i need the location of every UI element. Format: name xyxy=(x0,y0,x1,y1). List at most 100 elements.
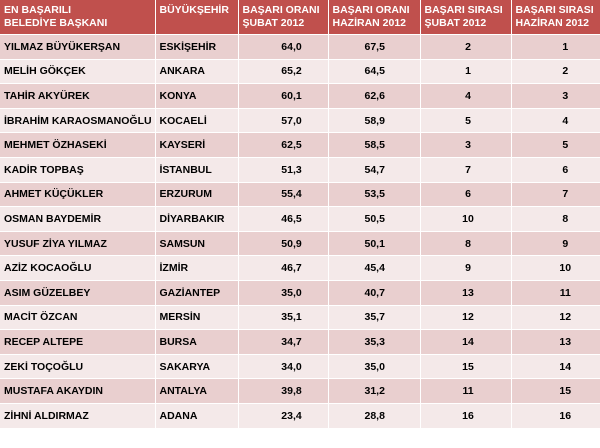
header-rate-jun: BAŞARI ORANI HAZİRAN 2012 xyxy=(328,0,421,35)
rate-feb: 50,9 xyxy=(238,230,329,256)
rank-feb: 6 xyxy=(420,181,512,207)
rate-jun: 58,9 xyxy=(328,107,421,133)
rate-feb: 34,0 xyxy=(238,353,329,379)
header-rank-feb: BAŞARI SIRASI ŞUBAT 2012 xyxy=(420,0,512,35)
table-row: AHMET KÜÇÜKLER ERZURUM 55,4 53,5 6 7 xyxy=(0,181,600,207)
rate-feb: 23,4 xyxy=(238,402,329,428)
table-row: MUSTAFA AKAYDIN ANTALYA 39,8 31,2 11 15 xyxy=(0,378,600,404)
rate-feb: 62,5 xyxy=(238,132,329,158)
rank-feb: 11 xyxy=(420,378,512,404)
header-city-line: BÜYÜKŞEHİR xyxy=(159,4,229,16)
rank-jun: 2 xyxy=(511,58,600,84)
mayor-name: AZİZ KOCAOĞLU xyxy=(0,255,156,281)
header-rank-feb-line: ŞUBAT 2012 xyxy=(424,17,487,29)
header-rank-jun-line: HAZİRAN 2012 xyxy=(515,17,590,29)
rank-jun: 16 xyxy=(511,402,600,428)
city-name: ANKARA xyxy=(155,58,239,84)
mayor-name: OSMAN BAYDEMİR xyxy=(0,206,156,232)
rate-jun: 50,5 xyxy=(328,206,421,232)
rate-feb: 46,5 xyxy=(238,206,329,232)
ranking-table: EN BAŞARILI BELEDİYE BAŞKANI BÜYÜKŞEHİR BAŞ… xyxy=(0,0,600,428)
table-row: ASIM GÜZELBEY GAZİANTEP 35,0 40,7 13 11 xyxy=(0,279,600,306)
rank-jun: 8 xyxy=(511,206,600,232)
rank-jun: 14 xyxy=(511,353,600,379)
mayor-name: İBRAHİM KARAOSMANOĞLU xyxy=(0,107,156,133)
rate-feb: 65,2 xyxy=(238,58,329,84)
rate-feb: 55,4 xyxy=(238,181,329,207)
rate-feb: 64,0 xyxy=(238,34,329,60)
city-name: SAMSUN xyxy=(155,230,239,256)
rate-jun: 50,1 xyxy=(328,230,421,256)
table-row: MELİH GÖKÇEK ANKARA 65,2 64,5 1 2 xyxy=(0,58,600,84)
rank-feb: 5 xyxy=(420,107,512,133)
city-name: KAYSERİ xyxy=(155,132,239,158)
city-name: GAZİANTEP xyxy=(155,279,239,306)
rate-feb: 57,0 xyxy=(238,107,329,133)
table-row: KADİR TOPBAŞ İSTANBUL 51,3 54,7 7 6 xyxy=(0,156,600,183)
city-name: ERZURUM xyxy=(155,181,239,207)
rate-jun: 35,7 xyxy=(328,304,421,330)
rank-jun: 6 xyxy=(511,156,600,183)
rank-feb: 12 xyxy=(420,304,512,330)
table-row: OSMAN BAYDEMİR DİYARBAKIR 46,5 50,5 10 8 xyxy=(0,206,600,232)
rate-feb: 35,0 xyxy=(238,279,329,306)
rank-jun: 13 xyxy=(511,329,600,355)
rank-feb: 10 xyxy=(420,206,512,232)
mayor-name: YILMAZ BÜYÜKERŞAN xyxy=(0,34,156,60)
rate-jun: 53,5 xyxy=(328,181,421,207)
rate-jun: 40,7 xyxy=(328,279,421,306)
rate-jun: 28,8 xyxy=(328,402,421,428)
rank-jun: 9 xyxy=(511,230,600,256)
rate-feb: 35,1 xyxy=(238,304,329,330)
rate-jun: 64,5 xyxy=(328,58,421,84)
mayor-name: ZEKİ TOÇOĞLU xyxy=(0,353,156,379)
rank-jun: 4 xyxy=(511,107,600,133)
rank-jun: 7 xyxy=(511,181,600,207)
rank-feb: 2 xyxy=(420,34,512,60)
city-name: ANTALYA xyxy=(155,378,239,404)
mayor-name: MUSTAFA AKAYDIN xyxy=(0,378,156,404)
rate-jun: 54,7 xyxy=(328,156,421,183)
rate-jun: 62,6 xyxy=(328,83,421,109)
header-rank-jun-line: BAŞARI SIRASI xyxy=(515,4,594,16)
header-mayor: EN BAŞARILI BELEDİYE BAŞKANI xyxy=(0,0,156,35)
city-name: KONYA xyxy=(155,83,239,109)
rank-jun: 10 xyxy=(511,255,600,281)
rate-feb: 60,1 xyxy=(238,83,329,109)
mayor-name: MACİT ÖZCAN xyxy=(0,304,156,330)
mayor-name: MEHMET ÖZHASEKİ xyxy=(0,132,156,158)
header-rate-feb-line: BAŞARI ORANI xyxy=(242,4,320,16)
rate-jun: 35,0 xyxy=(328,353,421,379)
mayor-name: YUSUF ZİYA YILMAZ xyxy=(0,230,156,256)
rank-feb: 15 xyxy=(420,353,512,379)
mayor-name: ZİHNİ ALDIRMAZ xyxy=(0,402,156,428)
city-name: ESKİŞEHİR xyxy=(155,34,239,60)
rank-jun: 12 xyxy=(511,304,600,330)
mayor-name: KADİR TOPBAŞ xyxy=(0,156,156,183)
rank-feb: 4 xyxy=(420,83,512,109)
header-rate-feb-line: ŞUBAT 2012 xyxy=(242,17,305,29)
table-row: MEHMET ÖZHASEKİ KAYSERİ 62,5 58,5 3 5 xyxy=(0,132,600,158)
city-name: KOCAELİ xyxy=(155,107,239,133)
header-mayor-line: BELEDİYE BAŞKANI xyxy=(4,17,108,29)
rate-jun: 35,3 xyxy=(328,329,421,355)
table-row: ZİHNİ ALDIRMAZ ADANA 23,4 28,8 16 16 xyxy=(0,402,600,428)
header-mayor-line: EN BAŞARILI xyxy=(4,4,72,16)
table-row: TAHİR AKYÜREK KONYA 60,1 62,6 4 3 xyxy=(0,83,600,109)
mayor-name: TAHİR AKYÜREK xyxy=(0,83,156,109)
city-name: SAKARYA xyxy=(155,353,239,379)
rank-feb: 3 xyxy=(420,132,512,158)
rank-jun: 3 xyxy=(511,83,600,109)
rank-feb: 13 xyxy=(420,279,512,306)
rate-feb: 34,7 xyxy=(238,329,329,355)
table-body: YILMAZ BÜYÜKERŞAN ESKİŞEHİR 64,0 67,5 2 1 MELİ… xyxy=(0,34,600,428)
table-row: İBRAHİM KARAOSMANOĞLU KOCAELİ 57,0 58,9 5 4 xyxy=(0,107,600,133)
rate-jun: 58,5 xyxy=(328,132,421,158)
rate-jun: 31,2 xyxy=(328,378,421,404)
rank-jun: 11 xyxy=(511,279,600,306)
rank-feb: 7 xyxy=(420,156,512,183)
rate-jun: 45,4 xyxy=(328,255,421,281)
rate-feb: 51,3 xyxy=(238,156,329,183)
rank-feb: 9 xyxy=(420,255,512,281)
city-name: MERSİN xyxy=(155,304,239,330)
